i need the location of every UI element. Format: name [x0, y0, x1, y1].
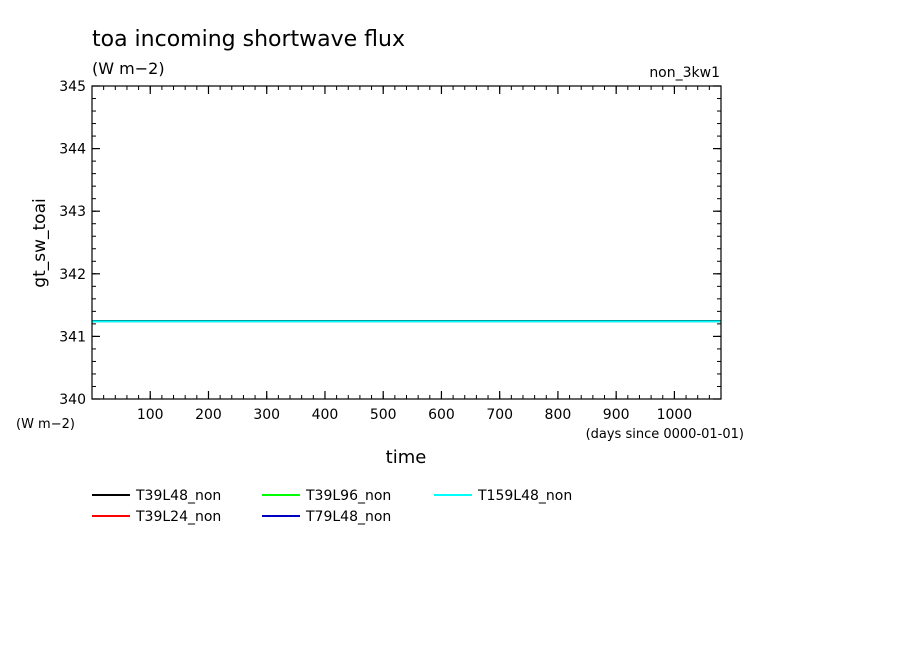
x-tick-label: 100: [137, 407, 164, 423]
y-tick-label: 341: [59, 329, 86, 345]
x-tick-label: 900: [603, 407, 630, 423]
y-axis-unit: (W m−2): [16, 417, 75, 432]
x-tick-label: 1000: [657, 407, 693, 423]
legend: T39L48_non T39L24_non T39L96_non T79L48_non…: [92, 488, 572, 525]
legend-entry: T39L48_non: [135, 488, 221, 504]
y-tick-label: 340: [59, 392, 86, 408]
y-axis-label: gt_sw_toai: [30, 198, 50, 287]
chart-title: toa incoming shortwave flux: [92, 27, 405, 52]
x-tick-label: 700: [486, 407, 513, 423]
x-tick-label: 500: [370, 407, 397, 423]
y-tick-label: 345: [59, 79, 86, 95]
run-label: non_3kw1: [649, 65, 720, 81]
series-lines: [92, 320, 721, 323]
legend-entry: T159L48_non: [477, 488, 572, 504]
legend-entry: T39L96_non: [305, 488, 391, 504]
x-tick-label: 400: [312, 407, 339, 423]
x-tick-label: 200: [195, 407, 222, 423]
x-axis-label: time: [386, 447, 427, 468]
x-tick-label: 800: [545, 407, 572, 423]
plot-frame: [91, 85, 722, 400]
legend-entry: T39L24_non: [135, 509, 221, 525]
y-tick-label: 342: [59, 267, 86, 283]
legend-entry: T79L48_non: [305, 509, 391, 525]
chart-subtitle: (W m−2): [92, 59, 165, 78]
x-tick-label: 600: [428, 407, 455, 423]
axis-ticks: 100 200 300 400 500 600 700 800 900 1000 340 341 342…: [59, 79, 721, 423]
x-tick-label: 300: [253, 407, 280, 423]
y-tick-label: 344: [59, 142, 86, 158]
x-axis-unit: (days since 0000-01-01): [586, 427, 744, 442]
y-tick-label: 343: [59, 204, 86, 220]
